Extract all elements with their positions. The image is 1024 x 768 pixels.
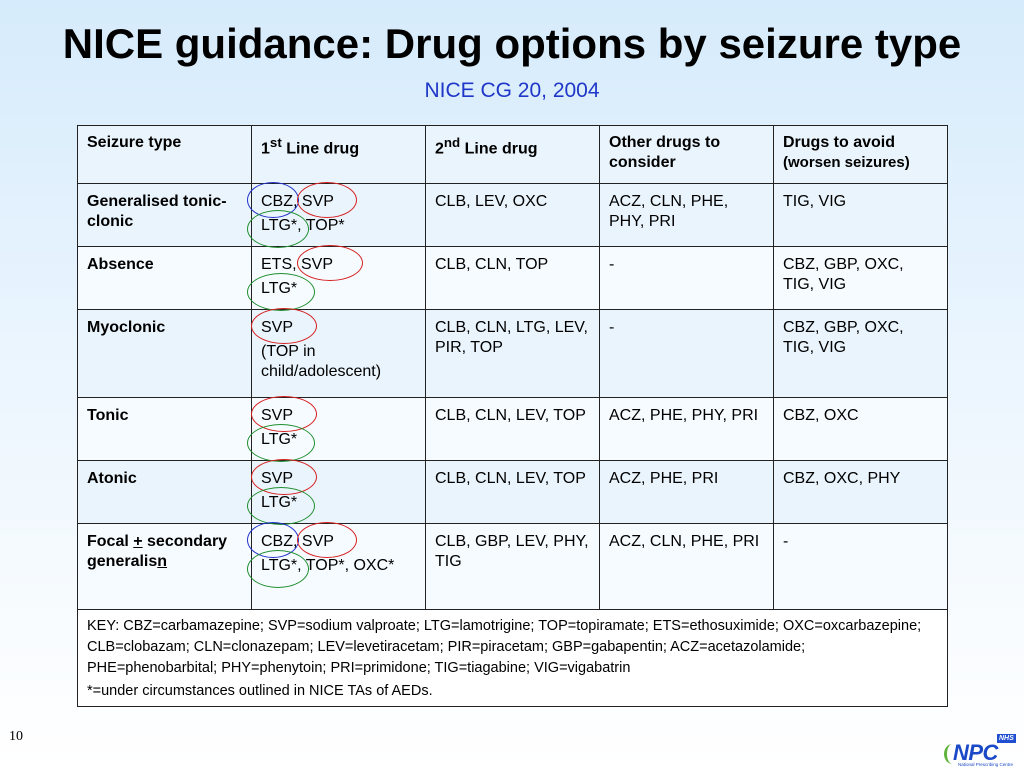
- first-line-secondary: (TOP in child/adolescent): [261, 343, 382, 380]
- abbreviation-key: KEY: CBZ=carbamazepine; SVP=sodium valpr…: [87, 618, 922, 676]
- table-header-row: Seizure type 1st Line drug 2nd Line drug…: [77, 125, 948, 184]
- header-seizure-type: Seizure type: [77, 125, 252, 184]
- header-first-line-num: 1: [261, 140, 270, 158]
- other-drugs-cell: -: [599, 246, 774, 310]
- table-row: Myoclonic SVP (TOP in child/adolescent) …: [77, 308, 948, 398]
- avoid-drugs-cell: CBZ, GBP, OXC, TIG, VIG: [773, 246, 948, 310]
- seizure-focal: Focal: [87, 533, 134, 550]
- slide-subtitle: NICE CG 20, 2004: [424, 79, 600, 102]
- npc-logo-text: NPC: [953, 740, 998, 765]
- header-first-line-sup: st: [269, 135, 282, 150]
- slide-number: 10: [9, 729, 23, 744]
- table-row: Absence ETS, SVP LTG* CLB, CLN, TOP - CB…: [77, 245, 948, 311]
- header-second-line-num: 2: [435, 140, 444, 158]
- first-line-cell: SVP LTG*: [247, 396, 426, 462]
- avoid-drugs-cell: CBZ, OXC: [773, 397, 948, 461]
- npc-caption: National Prescribing Centre: [958, 762, 1014, 767]
- seizure-secondary: secondary generalis: [87, 533, 228, 570]
- key-cell: KEY: CBZ=carbamazepine; SVP=sodium valpr…: [77, 609, 948, 707]
- header-second-line-text: Line drug: [460, 140, 538, 158]
- other-drugs-cell: ACZ, CLN, PHE, PRI: [599, 523, 774, 610]
- drug-options-table: Seizure type 1st Line drug 2nd Line drug…: [77, 125, 948, 707]
- first-line-cell: ETS, SVP LTG*: [247, 245, 426, 311]
- seizure-type-cell: Tonic: [77, 397, 252, 461]
- seizure-type-cell: Absence: [77, 246, 252, 310]
- header-avoid-note: (worsen seizures): [783, 154, 910, 171]
- second-line-cell: CLB, GBP, LEV, PHY, TIG: [425, 523, 600, 610]
- first-line-cell: CBZ, SVP LTG*, TOP*: [247, 182, 426, 248]
- header-drugs-to-avoid: Drugs to avoid (worsen seizures): [773, 125, 948, 184]
- first-line-secondary: LTG*: [261, 431, 298, 448]
- second-line-cell: CLB, CLN, LTG, LEV, PIR, TOP: [425, 309, 600, 398]
- first-line-primary: ETS, SVP: [261, 256, 334, 273]
- avoid-drugs-cell: CBZ, GBP, OXC, TIG, VIG: [773, 309, 948, 398]
- first-line-primary: CBZ, SVP: [261, 193, 334, 210]
- first-line-primary: SVP: [261, 407, 294, 424]
- header-other-drugs: Other drugs to consider: [599, 125, 774, 184]
- seizure-type-cell: Atonic: [77, 460, 252, 524]
- table-row: Focal + secondary generalisn CBZ, SVP LT…: [77, 522, 948, 610]
- table-row: Generalised tonic-clonic CBZ, SVP LTG*, …: [77, 182, 948, 248]
- first-line-cell: CBZ, SVP LTG*, TOP*, OXC*: [247, 522, 426, 610]
- seizure-type-cell: Focal + secondary generalisn: [77, 523, 252, 610]
- header-avoid-label: Drugs to avoid: [783, 134, 896, 151]
- first-line-secondary: LTG*, TOP*, OXC*: [261, 557, 395, 574]
- other-drugs-cell: ACZ, PHE, PRI: [599, 460, 774, 524]
- seizure-plus-minus: +: [133, 533, 143, 550]
- other-drugs-cell: ACZ, CLN, PHE, PHY, PRI: [599, 183, 774, 247]
- first-line-primary: SVP: [261, 470, 294, 487]
- footnote: *=under circumstances outlined in NICE T…: [87, 683, 433, 699]
- seizure-type-cell: Myoclonic: [77, 309, 252, 398]
- second-line-cell: CLB, CLN, LEV, TOP: [425, 397, 600, 461]
- seizure-n: n: [157, 553, 168, 570]
- first-line-primary: CBZ, SVP: [261, 533, 334, 550]
- npc-logo: NHS NPC National Prescribing Centre: [944, 734, 1024, 768]
- second-line-cell: CLB, CLN, LEV, TOP: [425, 460, 600, 524]
- swoosh-icon: [944, 744, 961, 764]
- first-line-secondary: LTG*, TOP*: [261, 217, 345, 234]
- second-line-cell: CLB, LEV, OXC: [425, 183, 600, 247]
- table-row: Atonic SVP LTG* CLB, CLN, LEV, TOP ACZ, …: [77, 459, 948, 525]
- avoid-drugs-cell: TIG, VIG: [773, 183, 948, 247]
- first-line-secondary: LTG*: [261, 280, 298, 297]
- header-first-line: 1st Line drug: [251, 125, 426, 184]
- avoid-drugs-cell: -: [773, 523, 948, 610]
- avoid-drugs-cell: CBZ, OXC, PHY: [773, 460, 948, 524]
- slide-title: NICE guidance: Drug options by seizure t…: [62, 20, 962, 67]
- header-second-line: 2nd Line drug: [425, 125, 600, 184]
- key-row: KEY: CBZ=carbamazepine; SVP=sodium valpr…: [77, 609, 948, 707]
- header-first-line-text: Line drug: [281, 140, 360, 158]
- first-line-secondary: LTG*: [261, 494, 298, 511]
- first-line-cell: SVP LTG*: [247, 459, 426, 525]
- other-drugs-cell: ACZ, PHE, PHY, PRI: [599, 397, 774, 461]
- first-line-primary: SVP: [261, 319, 294, 336]
- first-line-cell: SVP (TOP in child/adolescent): [251, 308, 426, 398]
- second-line-cell: CLB, CLN, TOP: [425, 246, 600, 310]
- nhs-badge: NHS: [997, 734, 1016, 743]
- header-second-line-sup: nd: [443, 135, 461, 150]
- table-row: Tonic SVP LTG* CLB, CLN, LEV, TOP ACZ, P…: [77, 396, 948, 462]
- other-drugs-cell: -: [599, 309, 774, 398]
- seizure-type-cell: Generalised tonic-clonic: [77, 183, 252, 247]
